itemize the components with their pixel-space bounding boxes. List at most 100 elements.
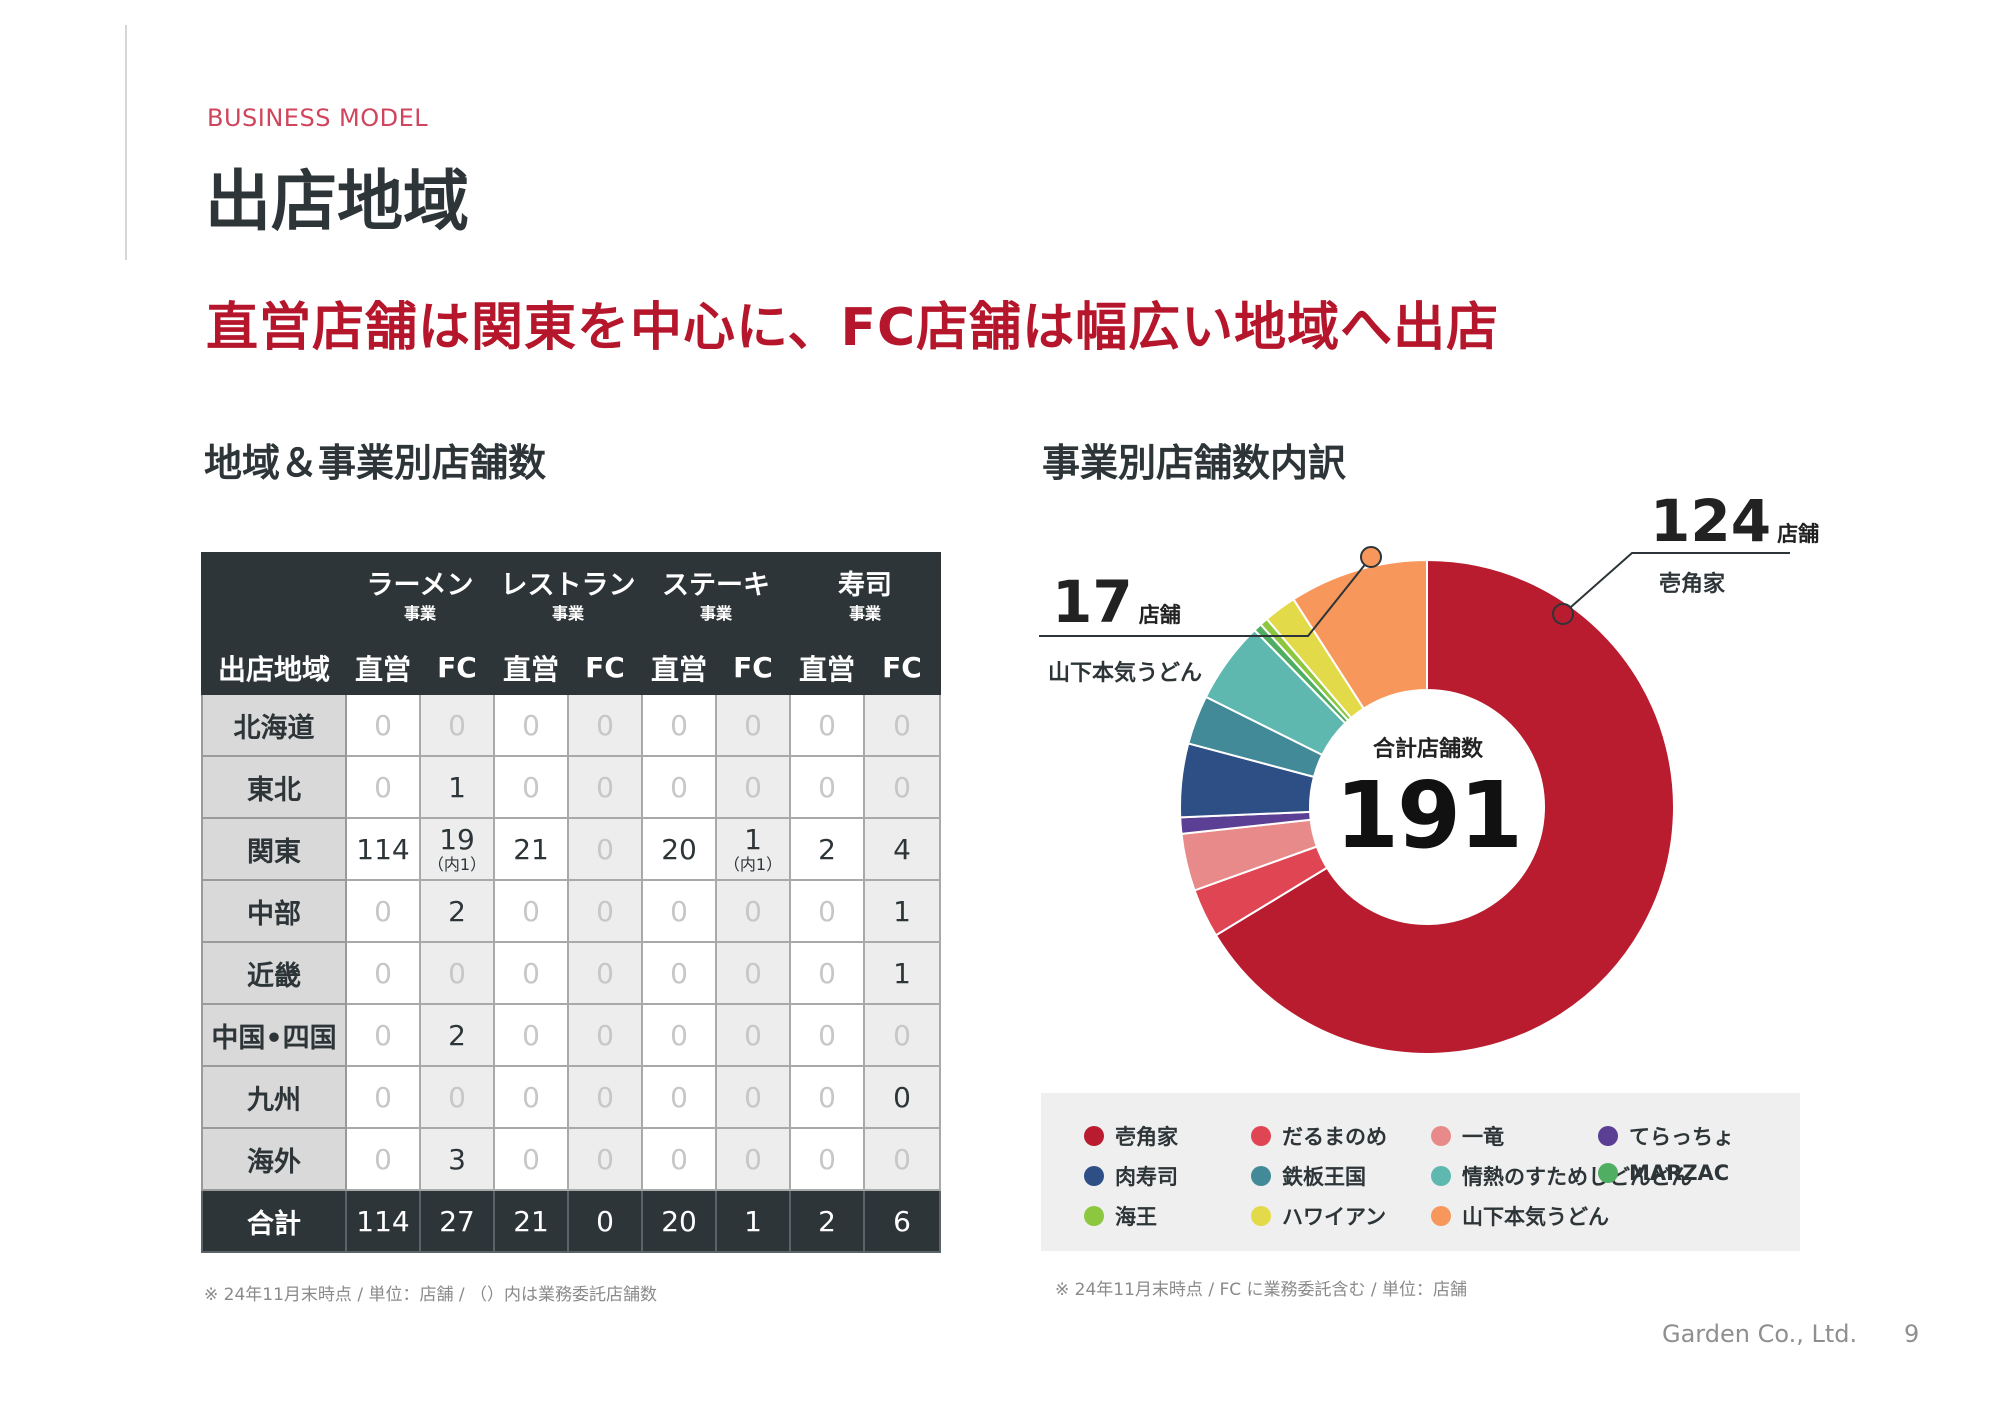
table-row: 中部 0 2 0 0 0 0 0 1 (201, 879, 942, 943)
business-header-sushi: 寿司 事業 (789, 552, 942, 642)
table-row: 北海道 0 0 0 0 0 0 0 0 (201, 693, 942, 757)
table-cell: 0 (715, 1065, 792, 1129)
table-cell: 0 (493, 755, 570, 819)
table-cell: 0 (345, 693, 421, 757)
table-cell: 0 (641, 1127, 718, 1191)
table-cell: 0 (641, 879, 718, 943)
total-cell: 6 (863, 1189, 942, 1253)
table-cell: 1 (418, 755, 496, 819)
donut-center-label: 合計店舗数 (1372, 737, 1483, 762)
callout-big: 124 店舗 (1650, 487, 1819, 555)
business-header-steak: ステーキ 事業 (641, 552, 792, 642)
legend-dot (1431, 1126, 1451, 1146)
table-row: 近畿 0 0 0 0 0 0 0 1 (201, 941, 942, 1005)
legend-item: ハワイアン (1251, 1201, 1386, 1231)
table-cell: 0 (789, 941, 866, 1005)
business-header-ramen: ラーメン 事業 (344, 552, 496, 642)
table-cell: 0 (418, 693, 496, 757)
table-cell: 0 (789, 693, 866, 757)
col-label: 直営 (493, 640, 570, 695)
table-row: 関東 114 19 （内1） 21 0 20 1 （内1） 2 4 (201, 817, 942, 881)
table-cell: 0 (493, 1003, 570, 1067)
region-label: 海外 (201, 1127, 347, 1191)
table-cell: 0 (493, 941, 570, 1005)
cell-note: （内1） (427, 855, 487, 875)
table-cell: 0 (345, 879, 421, 943)
legend-label: 壱角家 (1115, 1125, 1178, 1149)
table-cell: 4 (863, 817, 942, 881)
callout-big-name: 壱角家 (1659, 572, 1726, 597)
region-header: 出店地域 (201, 640, 347, 695)
table-cell: 0 (641, 693, 718, 757)
table-cell: 0 (715, 693, 792, 757)
table-cell: 0 (567, 1065, 644, 1129)
table-cell: 20 (641, 817, 718, 881)
table-cell: 0 (493, 879, 570, 943)
region-label: 北海道 (201, 693, 347, 757)
table-cell: 0 (715, 879, 792, 943)
table-cell: 0 (789, 879, 866, 943)
chart-title: 事業別店舗数内訳 (1042, 441, 1347, 485)
legend-label: 一竜 (1462, 1125, 1504, 1149)
legend-label: 情熱のすためしどんどん (1462, 1165, 1693, 1189)
table-cell: 0 (715, 1003, 792, 1067)
table-cell: 2 (789, 817, 866, 881)
headline: 直営店舗は関東を中心に、FC店舗は幅広い地域へ出店 (206, 298, 1500, 358)
table-cell: 0 (863, 693, 942, 757)
table-cell: 0 (493, 1127, 570, 1191)
store-count-table: ラーメン 事業 レストラン 事業 ステーキ 事業 寿司 事業 出店地域 直営 FC 直営… (201, 552, 942, 1253)
donut-slice-0 (1214, 558, 1675, 1055)
legend-item: 一竜 (1431, 1121, 1504, 1151)
table-cell: 0 (567, 755, 644, 819)
chart-legend: 壱角家 だるまのめ 一竜 てらっちょ 肉寿司 鉄板王国 情熱のすためしどんどん MARZAC 海… (1041, 1093, 1800, 1251)
legend-dot (1431, 1166, 1451, 1186)
table-row: 東北 0 1 0 0 0 0 0 0 (201, 755, 942, 819)
legend-item: 山下本気うどん (1431, 1201, 1609, 1231)
table-cell: 0 (493, 1065, 570, 1129)
table-cell: 0 (567, 1127, 644, 1191)
region-label: 近畿 (201, 941, 347, 1005)
table-cell: 0 (418, 941, 496, 1005)
table-cell: 3 (418, 1127, 496, 1191)
page-title: 出店地域 (205, 163, 469, 240)
callout-big-value: 124 (1650, 487, 1772, 555)
table-cell: 0 (789, 755, 866, 819)
table-cell: 0 (567, 1003, 644, 1067)
donut-center-total: 191 (1334, 762, 1523, 869)
table-cell: 0 (715, 941, 792, 1005)
total-cell: 0 (567, 1189, 644, 1253)
table-cell: 0 (641, 941, 718, 1005)
cell-value: 19 (439, 822, 475, 856)
table-cell: 0 (567, 879, 644, 943)
footer-company: Garden Co., Ltd. (1662, 1320, 1858, 1348)
callout-small-unit: 店舗 (1138, 603, 1181, 627)
table-cell: 0 (418, 1065, 496, 1129)
total-cell: 27 (418, 1189, 496, 1253)
legend-dot (1084, 1166, 1104, 1186)
table-row: 海外 0 3 0 0 0 0 0 0 (201, 1127, 942, 1191)
table-cell: 0 (493, 693, 570, 757)
col-label: FC (715, 640, 792, 695)
legend-item: 情熱のすためしどんどん (1431, 1161, 1692, 1191)
legend-item: 鉄板王国 (1251, 1161, 1366, 1191)
legend-item: 海王 (1084, 1201, 1157, 1231)
legend-label: 山下本気うどん (1462, 1205, 1609, 1229)
col-label: 直営 (641, 640, 718, 695)
legend-dot (1084, 1126, 1104, 1146)
table-cell: 0 (567, 693, 644, 757)
table-cell: 2 (418, 879, 496, 943)
table-cell: 0 (345, 941, 421, 1005)
table-cell: 0 (641, 755, 718, 819)
total-label: 合計 (201, 1189, 347, 1253)
total-cell: 21 (493, 1189, 570, 1253)
legend-item: 肉寿司 (1084, 1161, 1178, 1191)
table-cell: 2 (418, 1003, 496, 1067)
legend-item: MARZAC (1598, 1161, 1729, 1185)
legend-label: 海王 (1115, 1205, 1157, 1229)
region-label: 中国•四国 (201, 1003, 347, 1067)
table-cell: 114 (345, 817, 421, 881)
legend-dot (1598, 1126, 1618, 1146)
business-header-restaurant: レストラン 事業 (493, 552, 644, 642)
table-cell: 1 (863, 879, 942, 943)
callout-big-unit: 店舗 (1777, 522, 1820, 546)
